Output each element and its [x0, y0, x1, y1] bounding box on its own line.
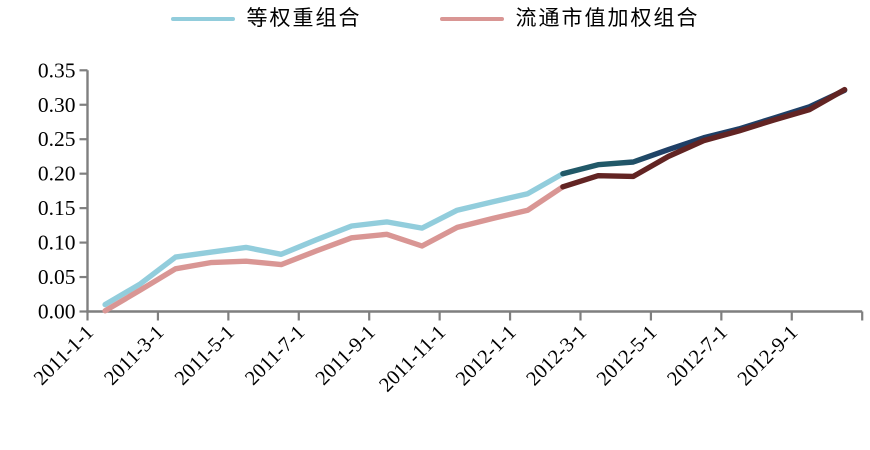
y-tick-labels: 0.00 0.05 0.10 0.15 0.20 0.25 0.30 0.35 — [38, 58, 76, 323]
legend-label-cap-weighted: 流通市值加权组合 — [515, 6, 700, 30]
legend-item-cap-weighted: 流通市值加权组合 — [439, 6, 700, 30]
chart-legend: 等权重组合 流通市值加权组合 — [0, 8, 870, 29]
x-tick-labels: 2011-1-1 2011-3-1 2011-5-1 2011-7-1 2011-9-1… — [30, 321, 802, 396]
legend-label-equal-weight: 等权重组合 — [246, 6, 362, 30]
legend-item-equal-weight: 等权重组合 — [170, 6, 362, 30]
x-tick-label: 2012-3-1 — [522, 321, 591, 390]
x-tick-label: 2012-5-1 — [593, 321, 662, 390]
series-line-cap-weighted-dark — [560, 86, 848, 190]
y-tick-marks — [79, 69, 88, 313]
y-tick-label: 0.30 — [38, 93, 76, 117]
y-tick-label: 0.00 — [38, 300, 76, 324]
x-tick-label: 2011-5-1 — [171, 321, 239, 389]
x-tick-label: 2011-7-1 — [241, 321, 309, 389]
x-tick-label: 2012-1-1 — [452, 321, 521, 390]
x-tick-label: 2011-3-1 — [100, 321, 168, 389]
y-tick-label: 0.15 — [38, 196, 76, 220]
series-line-equal-weight-light — [102, 170, 566, 308]
x-tick-label: 2012-7-1 — [663, 321, 732, 390]
x-tick-label: 2011-9-1 — [312, 321, 380, 389]
legend-line-swatch-red — [439, 16, 504, 21]
x-tick-marks — [86, 311, 864, 321]
y-tick-label: 0.25 — [38, 127, 76, 151]
x-tick-label: 2011-11-1 — [375, 321, 450, 396]
x-tick-label: 2011-1-1 — [30, 321, 98, 389]
legend-line-swatch-blue — [170, 16, 235, 21]
y-tick-label: 0.10 — [38, 231, 76, 255]
y-tick-label: 0.35 — [38, 58, 76, 82]
series-line-equal-weight-dark — [560, 87, 848, 177]
y-tick-label: 0.05 — [38, 265, 76, 289]
series-line-cap-weighted-light — [102, 184, 566, 314]
y-tick-label: 0.20 — [38, 162, 76, 186]
x-tick-label: 2012-9-1 — [734, 321, 803, 390]
axes — [86, 70, 863, 313]
